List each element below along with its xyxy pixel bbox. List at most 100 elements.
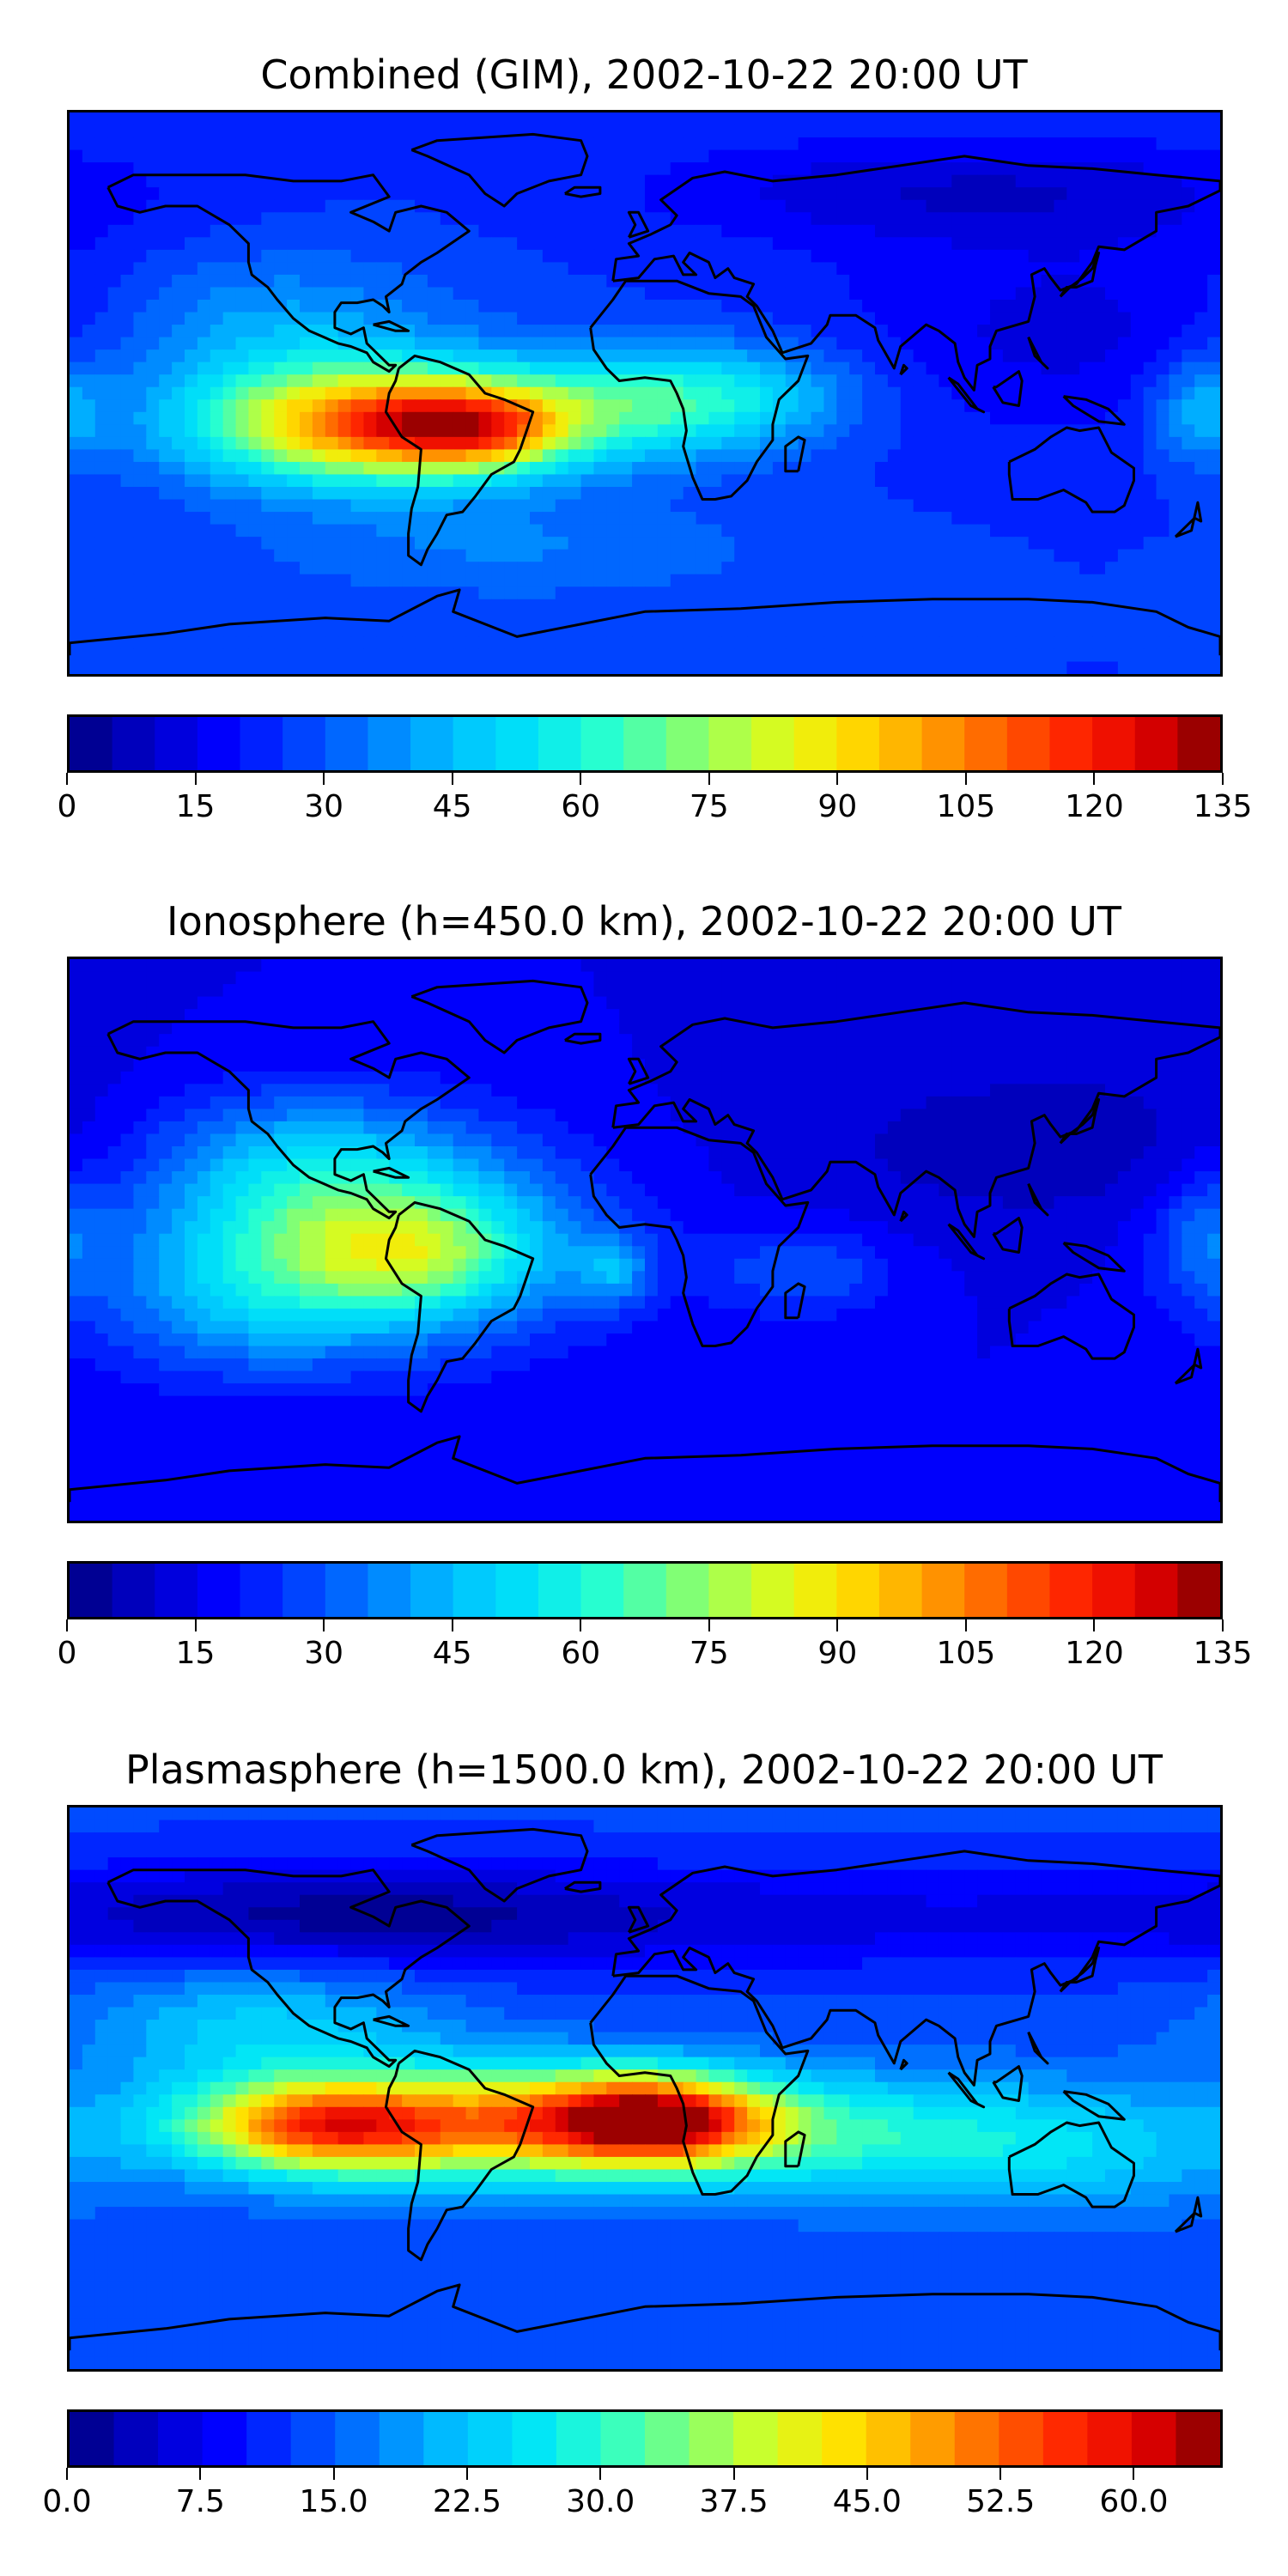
heatmap-cell bbox=[133, 574, 147, 587]
heatmap-cell bbox=[862, 586, 876, 600]
heatmap-cell bbox=[849, 386, 863, 400]
heatmap-cell bbox=[1130, 611, 1145, 625]
heatmap-cell bbox=[1194, 199, 1208, 213]
heatmap-cell bbox=[696, 312, 710, 325]
heatmap-cell bbox=[325, 112, 339, 126]
heatmap-cell bbox=[1028, 636, 1042, 650]
heatmap-cell bbox=[1143, 474, 1157, 488]
heatmap-cell bbox=[210, 125, 224, 138]
heatmap-cell bbox=[990, 1034, 1004, 1048]
heatmap-cell bbox=[1002, 1059, 1017, 1072]
heatmap-cell bbox=[465, 512, 480, 526]
heatmap-cell bbox=[427, 411, 441, 425]
heatmap-cell bbox=[146, 287, 160, 301]
heatmap-cell bbox=[274, 361, 288, 375]
heatmap-cell bbox=[696, 224, 710, 238]
heatmap-cell bbox=[530, 636, 544, 650]
heatmap-cell bbox=[146, 262, 160, 276]
heatmap-cell bbox=[107, 424, 122, 438]
heatmap-cell bbox=[235, 1009, 250, 1023]
heatmap-cell bbox=[222, 512, 237, 526]
heatmap-cell bbox=[747, 1059, 761, 1072]
heatmap-cell bbox=[172, 611, 185, 625]
heatmap-cell bbox=[337, 449, 352, 463]
heatmap-cell bbox=[363, 386, 377, 400]
heatmap-cell bbox=[1194, 549, 1208, 562]
heatmap-cell bbox=[440, 436, 454, 450]
heatmap-cell bbox=[900, 598, 914, 612]
heatmap-cell bbox=[1207, 436, 1220, 450]
heatmap-cell bbox=[696, 349, 710, 363]
heatmap-cell bbox=[580, 436, 595, 450]
heatmap-cell bbox=[951, 325, 965, 338]
heatmap-cell bbox=[657, 512, 671, 526]
heatmap-cell bbox=[939, 349, 952, 363]
heatmap-cell bbox=[734, 249, 748, 263]
heatmap-cell bbox=[287, 287, 301, 301]
heatmap-cell bbox=[107, 349, 122, 363]
heatmap-cell bbox=[376, 611, 390, 625]
heatmap-cell bbox=[875, 187, 889, 201]
heatmap-cell bbox=[465, 586, 480, 600]
heatmap-cell bbox=[1079, 149, 1093, 163]
heatmap-cell bbox=[568, 636, 582, 650]
heatmap-cell bbox=[568, 487, 582, 501]
heatmap-cell bbox=[440, 224, 454, 238]
heatmap-cell bbox=[146, 274, 160, 289]
heatmap-cell bbox=[721, 636, 735, 650]
heatmap-cell bbox=[517, 574, 531, 587]
heatmap-cell bbox=[977, 411, 991, 425]
heatmap-cell bbox=[875, 524, 889, 538]
heatmap-cell bbox=[849, 971, 863, 985]
heatmap-cell bbox=[785, 424, 799, 438]
heatmap-cell bbox=[593, 524, 607, 538]
heatmap-cell bbox=[453, 399, 467, 413]
heatmap-cell bbox=[70, 361, 83, 375]
heatmap-cell bbox=[440, 199, 454, 213]
heatmap-cell bbox=[772, 574, 787, 587]
heatmap-cell bbox=[1105, 512, 1119, 526]
heatmap-cell bbox=[683, 436, 697, 450]
heatmap-cell bbox=[964, 411, 978, 425]
heatmap-cell bbox=[823, 1071, 837, 1084]
heatmap-cell bbox=[235, 312, 250, 325]
heatmap-cell bbox=[478, 611, 492, 625]
heatmap-cell bbox=[734, 137, 748, 151]
heatmap-cell bbox=[1105, 287, 1119, 301]
heatmap-cell bbox=[708, 1034, 722, 1048]
heatmap-cell bbox=[491, 187, 505, 201]
heatmap-cell bbox=[1207, 249, 1220, 263]
heatmap-cell bbox=[70, 499, 83, 513]
heatmap-cell bbox=[657, 424, 671, 438]
heatmap-cell bbox=[862, 199, 876, 213]
heatmap-cell bbox=[185, 349, 198, 363]
heatmap-cell bbox=[593, 1059, 607, 1072]
heatmap-cell bbox=[197, 349, 211, 363]
heatmap-cell bbox=[785, 1034, 799, 1048]
heatmap-cell bbox=[645, 237, 659, 251]
heatmap-cell bbox=[197, 461, 211, 476]
heatmap-cell bbox=[990, 487, 1004, 501]
heatmap-cell bbox=[235, 984, 250, 998]
heatmap-cell bbox=[823, 349, 837, 363]
heatmap-cell bbox=[1182, 1034, 1195, 1048]
heatmap-cell bbox=[1002, 436, 1017, 450]
heatmap-cell bbox=[120, 224, 135, 238]
heatmap-cell bbox=[951, 436, 965, 450]
heatmap-cell bbox=[376, 149, 390, 163]
heatmap-cell bbox=[1130, 574, 1145, 587]
heatmap-cell bbox=[1105, 337, 1119, 350]
heatmap-cell bbox=[197, 959, 211, 973]
heatmap-cell bbox=[798, 971, 812, 985]
heatmap-cell bbox=[1028, 137, 1042, 151]
heatmap-cell bbox=[478, 1059, 492, 1072]
heatmap-cell bbox=[568, 611, 582, 625]
heatmap-cell bbox=[939, 224, 952, 238]
map-combined bbox=[67, 110, 1223, 677]
heatmap-cell bbox=[325, 549, 339, 562]
heatmap-cell bbox=[977, 623, 991, 637]
heatmap-cell bbox=[197, 1071, 211, 1084]
heatmap-cell bbox=[325, 524, 339, 538]
heatmap-cell bbox=[593, 262, 607, 276]
heatmap-cell bbox=[530, 537, 544, 550]
